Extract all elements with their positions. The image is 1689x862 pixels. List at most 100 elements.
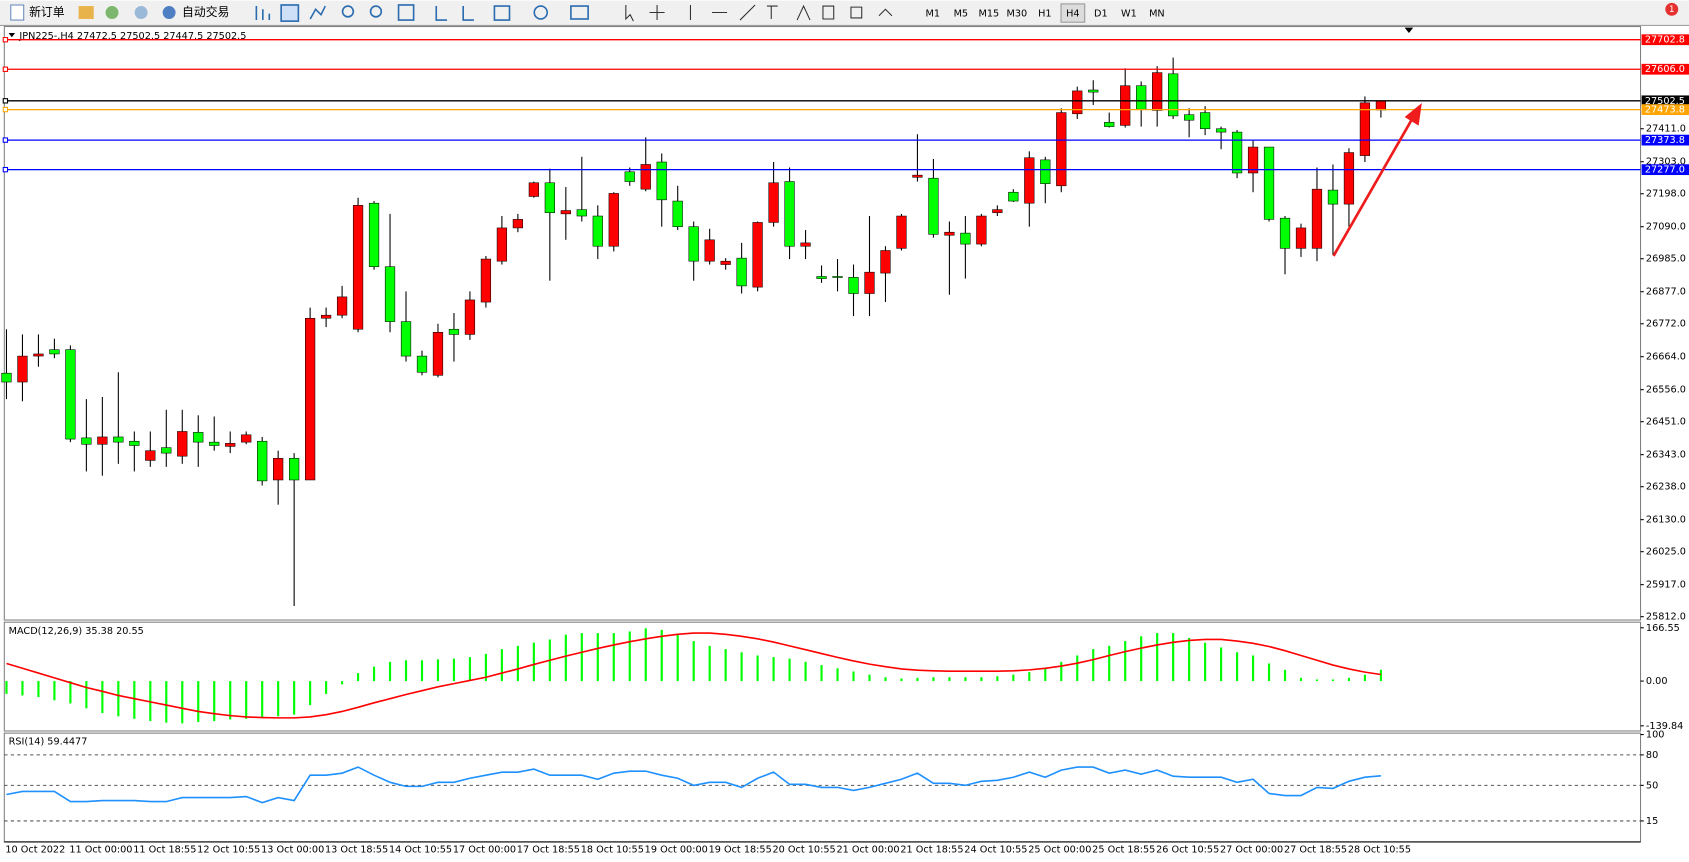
candle-body xyxy=(1279,217,1291,249)
macd-bar xyxy=(948,677,951,682)
auto-trading-button[interactable]: 自动交易 xyxy=(162,5,230,19)
candle-body xyxy=(113,436,124,443)
candle-body xyxy=(832,276,843,278)
x-tick-label: 26 Oct 10:55 xyxy=(1156,844,1219,855)
toolbar-icons xyxy=(255,4,893,22)
macd-bar xyxy=(101,681,104,714)
candle-body xyxy=(97,436,108,445)
macd-bar xyxy=(500,649,503,682)
macd-bar xyxy=(37,681,40,698)
candle-body xyxy=(992,209,1003,213)
timeframe-label: D1 xyxy=(1094,9,1108,20)
timeframe-button[interactable]: MN xyxy=(1149,9,1165,20)
macd-bar xyxy=(1315,679,1319,682)
timeframe-button[interactable]: H1 xyxy=(1038,9,1051,20)
line-handle[interactable] xyxy=(2,37,9,43)
y-tick-label: 26664.0 xyxy=(1646,352,1686,363)
candle-body xyxy=(432,332,444,376)
macd-bar xyxy=(325,681,328,694)
timeframe-button[interactable]: H4 xyxy=(1060,3,1086,23)
candle-body xyxy=(177,431,188,457)
main-panel xyxy=(3,25,1642,621)
x-tick-label: 19 Oct 18:55 xyxy=(709,844,772,855)
y-tick-label: 166.55 xyxy=(1646,623,1680,634)
macd-bar xyxy=(1347,677,1351,682)
icon xyxy=(533,5,549,20)
candle-body xyxy=(672,200,683,227)
notification-badge[interactable] xyxy=(1665,2,1679,16)
icon xyxy=(255,6,271,21)
candle-body xyxy=(273,458,284,481)
macd-bar xyxy=(1188,637,1191,682)
candle-body xyxy=(480,258,492,303)
macd-bar xyxy=(1251,655,1255,682)
y-tick-label: 27303.0 xyxy=(1646,157,1686,168)
macd-bar xyxy=(1156,633,1159,682)
line-handle[interactable] xyxy=(2,66,9,72)
x-tick-label: 14 Oct 10:55 xyxy=(389,844,452,855)
macd-bar xyxy=(1283,669,1287,682)
timeframe-button[interactable]: M5 xyxy=(954,9,969,20)
x-tick-label: 19 Oct 00:00 xyxy=(645,844,708,855)
macd-bar xyxy=(1363,674,1367,682)
line-handle[interactable] xyxy=(2,137,9,143)
price-tag xyxy=(1641,104,1689,115)
candle-body xyxy=(161,447,172,454)
candle-body xyxy=(816,276,827,279)
candle-body xyxy=(736,257,747,287)
macd-bar xyxy=(676,634,679,682)
y-tick-label: 100 xyxy=(1646,730,1665,741)
macd-bar xyxy=(596,633,599,682)
icon xyxy=(493,5,511,21)
x-tick-label: 13 Oct 00:00 xyxy=(261,844,324,855)
x-tick-label: 20 Oct 10:55 xyxy=(773,844,836,855)
toolbar: 新订单 自动交易 M1 M5 M15 M30 H1 H4 D1 W1 MN 1 xyxy=(0,0,1689,26)
y-tick-label: 50 xyxy=(1646,780,1658,791)
candle-body xyxy=(1,372,12,383)
price-tag-label: 27373.8 xyxy=(1645,135,1685,146)
y-tick-label: 26238.0 xyxy=(1646,482,1686,493)
line-handle[interactable] xyxy=(2,98,9,104)
candle-body xyxy=(592,215,603,247)
macd-bar xyxy=(1124,641,1127,682)
macd-bar xyxy=(69,681,72,704)
line-handle[interactable] xyxy=(2,166,9,173)
price-tag-label: 27502.5 xyxy=(1645,96,1685,107)
timeframe-button[interactable]: M30 xyxy=(1007,9,1028,20)
macd-bar xyxy=(436,659,440,682)
macd-bar xyxy=(213,681,216,722)
y-tick-label: 26772.0 xyxy=(1646,319,1686,330)
timeframe-button[interactable]: M1 xyxy=(926,9,941,20)
timeframe-label: M30 xyxy=(1007,9,1028,20)
candle-body xyxy=(608,193,619,247)
macd-bar xyxy=(372,666,376,682)
candle-body xyxy=(241,434,252,443)
timeframe-button[interactable]: D1 xyxy=(1094,9,1108,20)
candle-body xyxy=(336,296,348,316)
icon xyxy=(625,4,863,22)
candle-body xyxy=(560,210,571,215)
timeframe-button[interactable]: W1 xyxy=(1121,9,1137,20)
x-tick-label: 11 Oct 00:00 xyxy=(69,844,132,855)
macd-bar xyxy=(1204,642,1207,682)
candle-body xyxy=(544,182,555,213)
candle-body xyxy=(528,182,539,197)
macd-bar xyxy=(884,677,887,682)
timeframe-button[interactable]: M15 xyxy=(978,9,999,20)
macd-bar xyxy=(181,681,184,724)
timeframe-active-bg xyxy=(1060,3,1086,23)
price-tag xyxy=(1641,34,1689,46)
new-order-button[interactable]: 新订单 xyxy=(10,4,65,21)
macd-bar xyxy=(756,655,759,682)
timeframe-label: H4 xyxy=(1066,9,1079,20)
macd-bar xyxy=(1076,655,1079,682)
symbol-menu-arrow[interactable] xyxy=(8,32,16,38)
arrow-shaft xyxy=(1332,116,1415,257)
x-tick-label: 11 Oct 18:55 xyxy=(133,844,196,855)
shift-marker xyxy=(1404,27,1414,33)
x-tick-label: 25 Oct 18:55 xyxy=(1092,844,1155,855)
macd-bar xyxy=(468,657,472,682)
macd-bar xyxy=(165,681,168,723)
line-handle[interactable] xyxy=(2,106,9,113)
